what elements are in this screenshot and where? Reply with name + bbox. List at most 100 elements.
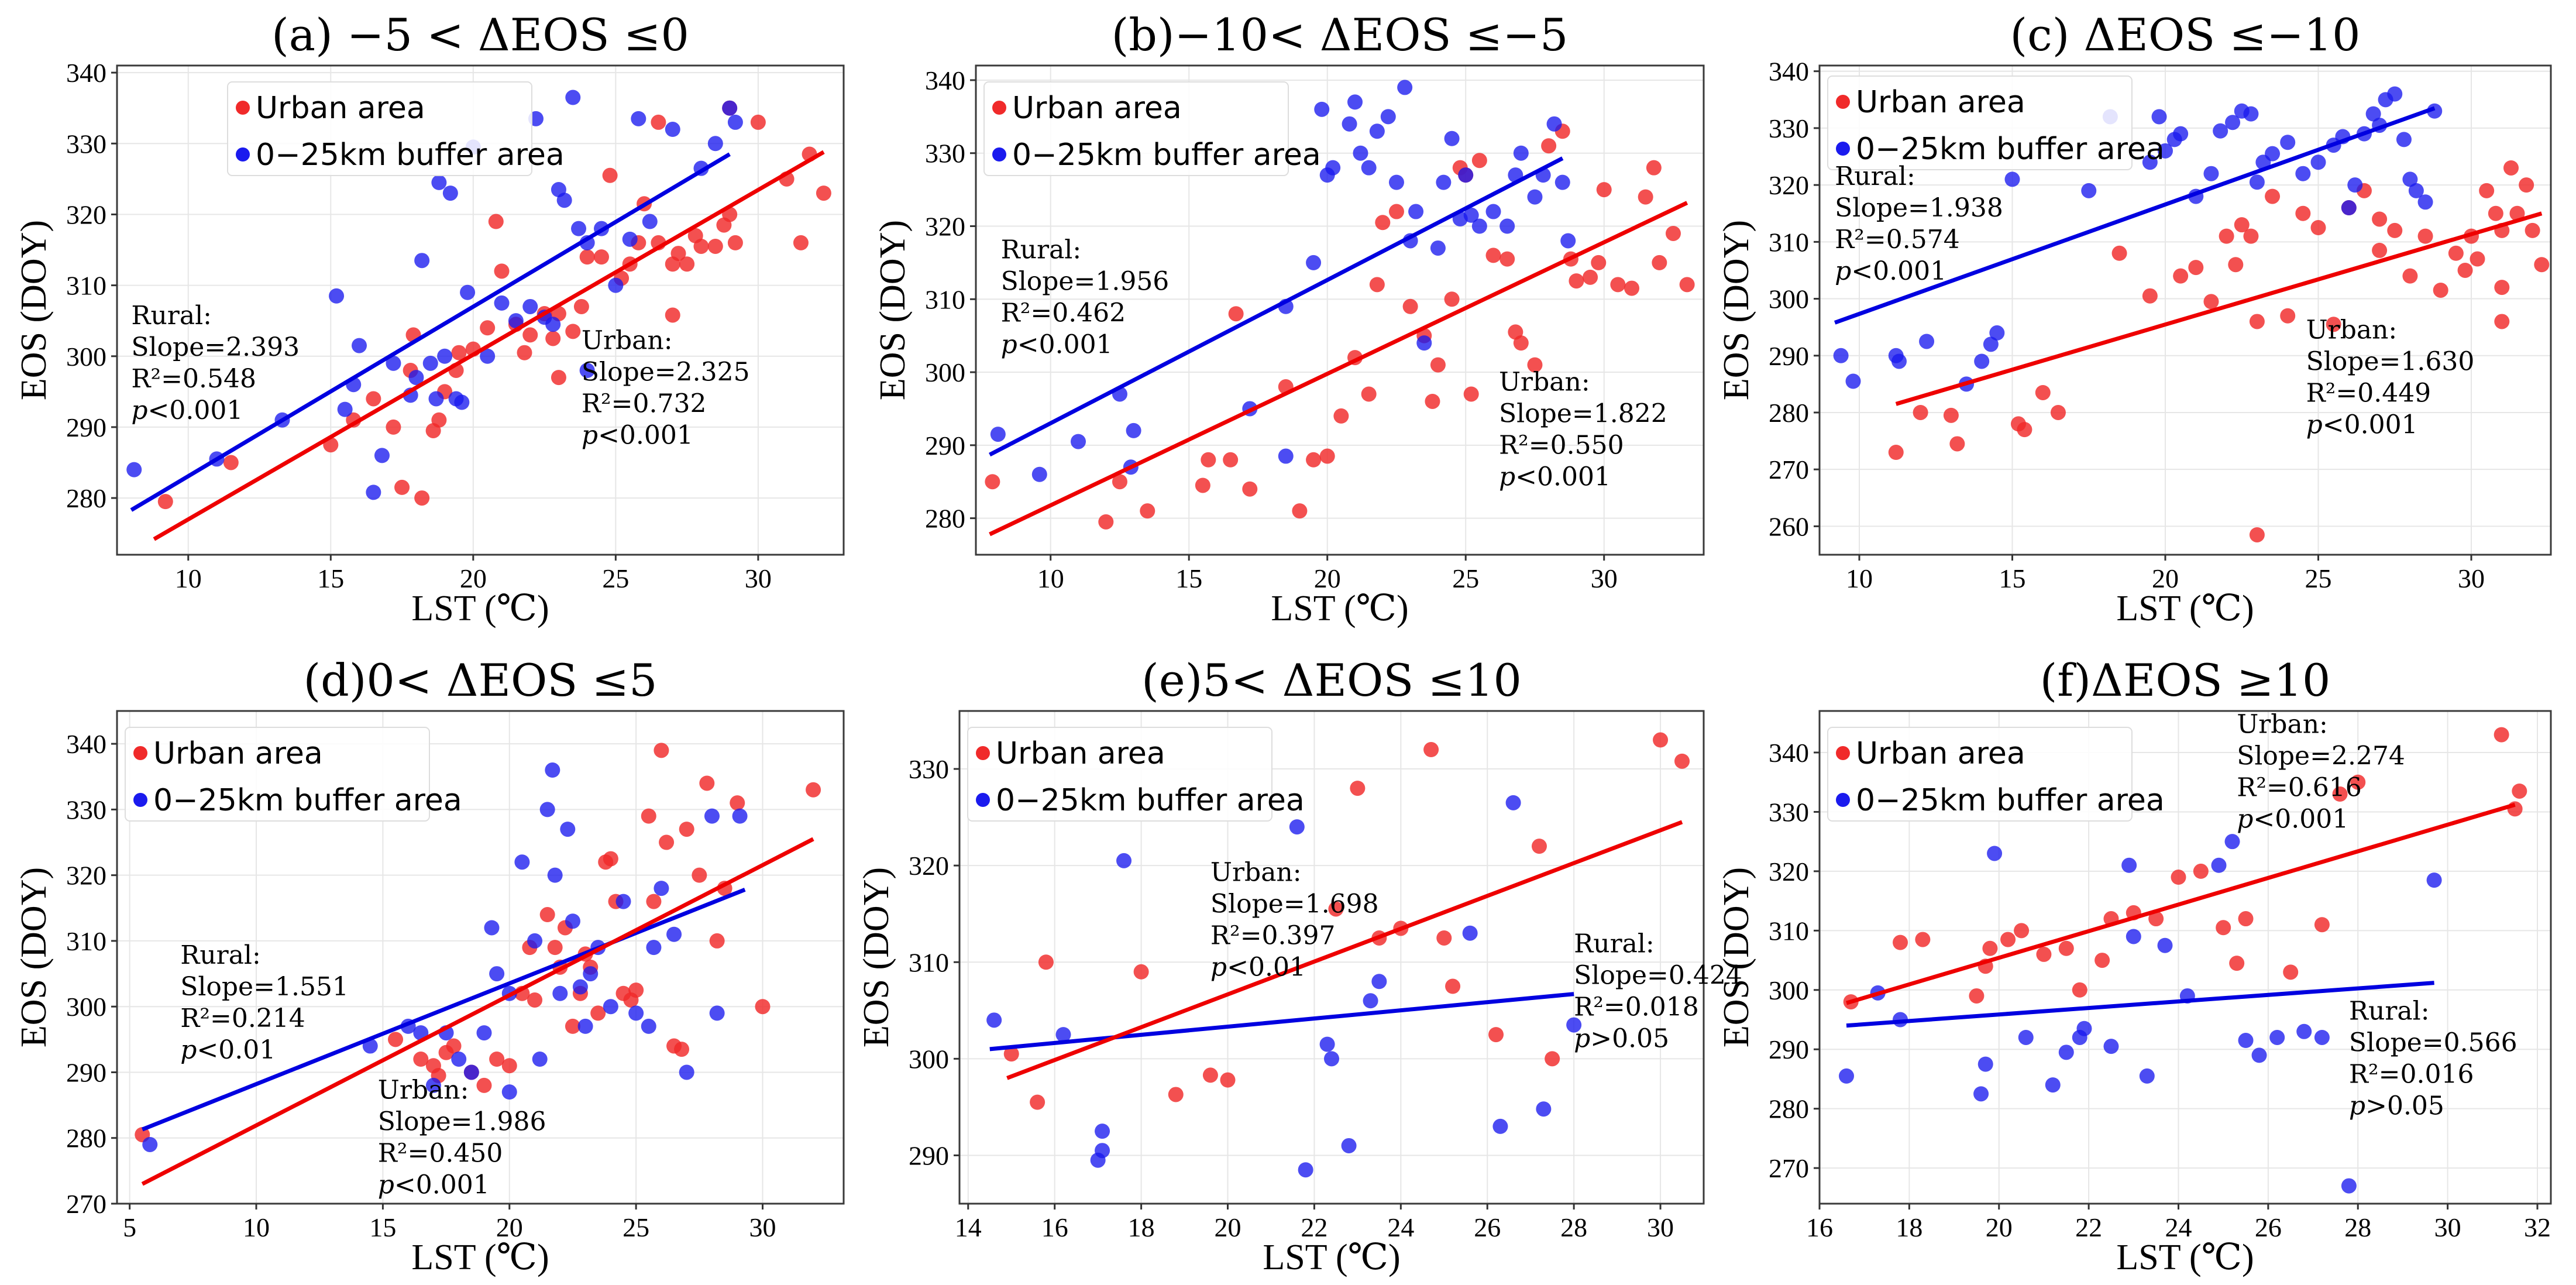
urban-point <box>2402 268 2418 284</box>
y-tick-label: 270 <box>1769 1153 1809 1183</box>
rural-point <box>642 214 658 229</box>
urban-point <box>2280 308 2296 324</box>
rural-fit-line <box>989 992 1574 1052</box>
p-value: >0.05 <box>1590 1024 1669 1054</box>
urban-point <box>2326 317 2341 332</box>
y-tick-label: 330 <box>1769 114 1809 143</box>
annotation-line: Rural: <box>131 301 212 331</box>
y-tick-label: 330 <box>1769 797 1809 827</box>
urban-point <box>693 238 709 254</box>
legend-urban-marker <box>133 746 147 760</box>
rural-point <box>484 920 500 936</box>
urban-point <box>1513 335 1529 351</box>
urban-point <box>388 1032 404 1047</box>
rural-point <box>556 193 572 208</box>
urban-point <box>1220 1072 1236 1088</box>
x-tick-label: 30 <box>1647 1212 1674 1242</box>
panel-b: 10 15 20 25 30 280 290 300 310 320 330 340 (b)−10< Δ… <box>873 9 1705 628</box>
x-tick-label: 5 <box>123 1212 136 1242</box>
y-axis-label: EOS (DOY) <box>873 220 913 400</box>
urban-point <box>366 391 381 407</box>
p-value: >0.05 <box>2365 1091 2444 1121</box>
x-tick-label: 15 <box>317 564 344 593</box>
urban-point <box>2310 220 2326 236</box>
urban-point <box>489 1052 505 1067</box>
rural-point <box>608 277 624 293</box>
rural-point <box>2081 183 2097 198</box>
annotation-line: R²=0.214 <box>180 1004 305 1033</box>
annotation-line: p<0.001 <box>1001 329 1113 359</box>
urban-point <box>793 235 809 250</box>
rural-point <box>494 295 510 311</box>
rural-point <box>1031 466 1047 482</box>
rural-point <box>2251 1047 2267 1063</box>
urban-point <box>2238 911 2254 927</box>
rural-point <box>732 808 748 824</box>
rural-point <box>2045 1077 2061 1093</box>
urban-point <box>2265 188 2281 204</box>
rural-point <box>603 999 618 1015</box>
annotation-line: Slope=0.424 <box>1574 961 1742 991</box>
rural-point <box>722 100 738 116</box>
rural-point <box>454 394 470 410</box>
urban-point <box>1112 474 1127 490</box>
y-tick-label: 280 <box>66 1123 106 1153</box>
urban-point <box>2234 217 2250 233</box>
annotation-line: R²=0.616 <box>2237 773 2362 803</box>
urban-point <box>1596 182 1612 198</box>
urban-point <box>573 298 589 314</box>
rural-fit-line <box>989 156 1564 457</box>
urban-point <box>2148 911 2164 927</box>
rural-point <box>545 317 561 332</box>
rural-point <box>460 284 476 300</box>
y-tick-label: 280 <box>1769 1094 1809 1124</box>
rural-point <box>428 391 444 407</box>
rural-point <box>337 401 353 417</box>
rural-point <box>2243 106 2259 122</box>
rural-point <box>2402 171 2418 187</box>
p-value: <0.001 <box>2323 410 2418 440</box>
rural-point <box>2408 183 2424 198</box>
rural-point <box>1527 189 1543 205</box>
rural-point <box>2265 146 2281 162</box>
urban-point <box>1436 930 1452 946</box>
p-value: <0.001 <box>1851 256 1946 286</box>
rural-point <box>1891 353 1907 369</box>
urban-point <box>1168 1087 1184 1102</box>
y-tick-label: 300 <box>66 992 106 1022</box>
rural-point <box>583 966 599 982</box>
urban-point <box>2216 920 2231 936</box>
x-tick-label: 26 <box>1474 1212 1501 1242</box>
legend-box <box>1827 727 2133 822</box>
rural-point <box>2103 1039 2119 1054</box>
x-tick-label: 10 <box>175 564 202 593</box>
urban-point <box>670 246 686 262</box>
urban-point <box>2494 314 2510 329</box>
urban-point <box>651 114 666 130</box>
urban-point <box>806 782 821 798</box>
urban-point <box>985 474 1000 490</box>
rural-point <box>1416 335 1432 351</box>
urban-point <box>699 775 715 791</box>
y-tick-label: 270 <box>1769 455 1809 485</box>
urban-point <box>1202 1067 1218 1083</box>
x-tick-label: 30 <box>1591 564 1618 593</box>
rural-point <box>1444 130 1460 146</box>
urban-point <box>679 822 694 837</box>
urban-point <box>2457 262 2473 278</box>
urban-point <box>1624 280 1640 296</box>
rural-point <box>545 762 560 778</box>
rural-point <box>1325 160 1341 176</box>
plot-frame <box>116 710 845 1205</box>
rural-point <box>1462 925 1478 941</box>
urban-point <box>1652 255 1667 270</box>
panel-a: 10 15 20 25 30 280 290 300 310 320 330 340 (a) −5 < … <box>14 9 845 628</box>
rural-point <box>2310 154 2326 170</box>
urban-point <box>1463 386 1479 402</box>
urban-point <box>2507 801 2523 817</box>
rural-point <box>2238 1033 2254 1049</box>
urban-point <box>1485 248 1501 263</box>
rural-point <box>1560 233 1576 249</box>
urban-point <box>451 345 467 360</box>
